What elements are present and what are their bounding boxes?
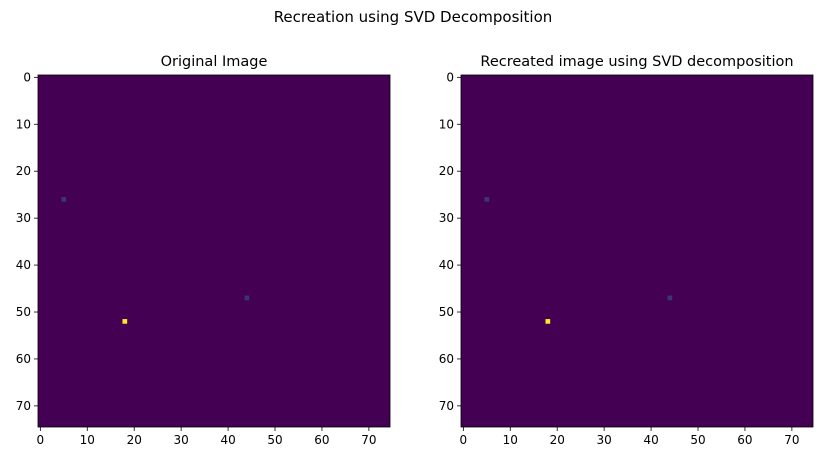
x-tick-label: 20	[550, 433, 565, 447]
y-tick-label: 20	[16, 164, 31, 178]
heatmap-background	[38, 75, 390, 427]
y-tick-label: 10	[439, 117, 454, 131]
x-tick-label: 30	[597, 433, 612, 447]
x-tick-label: 70	[784, 433, 799, 447]
y-tick-label: 20	[439, 164, 454, 178]
y-tick-label: 60	[439, 352, 454, 366]
y-tick-label: 60	[16, 352, 31, 366]
panel-title: Recreated image using SVD decomposition	[480, 54, 793, 70]
x-tick-label: 0	[37, 433, 45, 447]
axes-frame	[460, 74, 814, 428]
heatmap-cell	[122, 319, 128, 324]
x-tick-label: 40	[220, 433, 235, 447]
axes-frame	[37, 74, 391, 428]
y-tick-label: 0	[23, 70, 31, 84]
heatmap-background	[461, 75, 813, 427]
left-heatmap-panel: Original Image 0 10 20 30 40 50 60 70 0 10 20 30 40 50…	[16, 54, 391, 447]
x-tick-label: 30	[174, 433, 189, 447]
y-tick-label: 40	[16, 258, 31, 272]
x-tick-label: 50	[267, 433, 282, 447]
heatmap-cell	[244, 295, 250, 301]
y-tick-label: 50	[16, 305, 31, 319]
x-tick-label: 10	[503, 433, 518, 447]
y-tick-label: 30	[439, 211, 454, 225]
y-tick-label: 50	[439, 305, 454, 319]
y-tick-label: 40	[439, 258, 454, 272]
x-tick-label: 0	[460, 433, 468, 447]
x-tick-label: 20	[127, 433, 142, 447]
panel-title: Original Image	[161, 54, 268, 70]
y-tick-label: 70	[16, 399, 31, 413]
y-tick-label: 70	[439, 399, 454, 413]
heatmap-cell	[484, 197, 490, 202]
heatmap-cell	[545, 319, 551, 324]
figure-suptitle: Recreation using SVD Decomposition	[274, 8, 553, 26]
y-tick-label: 0	[446, 70, 454, 84]
x-tick-label: 60	[314, 433, 329, 447]
y-tick-label: 10	[16, 117, 31, 131]
x-tick-label: 70	[361, 433, 376, 447]
right-heatmap-panel: Recreated image using SVD decomposition 0…	[439, 54, 814, 447]
heatmap-cell	[667, 295, 673, 301]
y-tick-label: 30	[16, 211, 31, 225]
x-tick-label: 10	[80, 433, 95, 447]
x-tick-label: 60	[737, 433, 752, 447]
heatmap-cell	[61, 197, 67, 202]
x-tick-label: 40	[643, 433, 658, 447]
x-tick-label: 50	[690, 433, 705, 447]
